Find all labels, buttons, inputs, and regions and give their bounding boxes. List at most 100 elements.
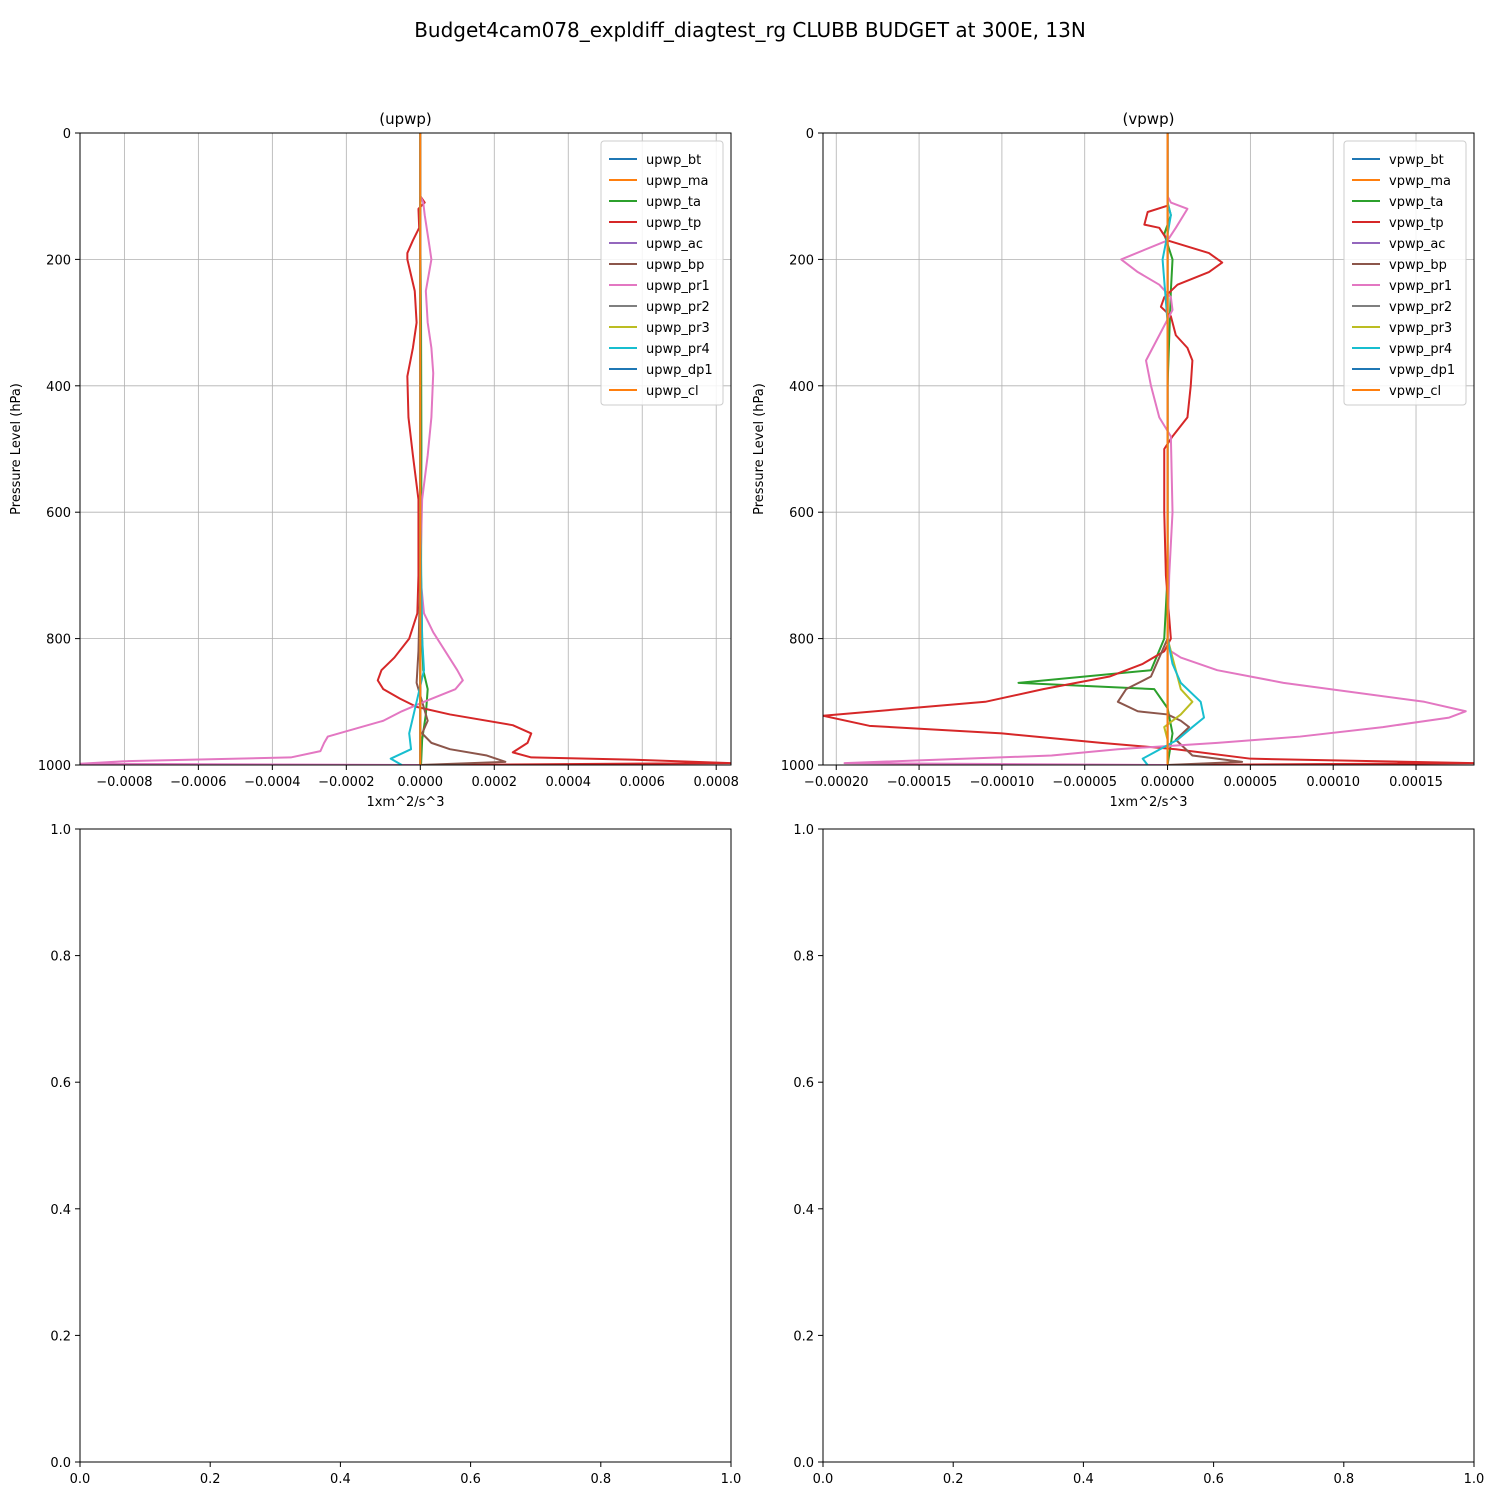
x-axis-label: 1xm^2/s^3 xyxy=(366,795,444,810)
panel-title: (upwp) xyxy=(379,110,432,128)
series-line-vpwp_pr4 xyxy=(1141,133,1205,765)
x-tick-label: 0.00015 xyxy=(1389,775,1443,790)
y-tick-label: 400 xyxy=(789,380,814,395)
y-tick-label: 200 xyxy=(789,253,814,268)
y-tick-label: 0.2 xyxy=(793,1329,814,1344)
y-tick-label: 400 xyxy=(46,380,71,395)
legend-entry: vpwp_pr3 xyxy=(1389,321,1452,336)
x-tick-label: −0.00010 xyxy=(970,775,1035,790)
x-axis-label: 1xm^2/s^3 xyxy=(1109,795,1187,810)
axes-frame xyxy=(822,132,1475,766)
y-tick-label: 800 xyxy=(789,633,814,648)
y-tick-label: 0.4 xyxy=(50,1203,71,1218)
x-tick-label: −0.0008 xyxy=(96,775,152,790)
x-tick-label: −0.00015 xyxy=(887,775,952,790)
series-group xyxy=(823,133,1474,765)
legend-entry: vpwp_pr1 xyxy=(1389,279,1452,294)
panel-title: (vpwp) xyxy=(1123,110,1175,128)
x-tick-label: 1.0 xyxy=(721,1472,742,1487)
y-tick-label: 600 xyxy=(789,506,814,521)
series-line-upwp_pr1 xyxy=(80,133,464,765)
y-tick-label: 600 xyxy=(46,506,71,521)
x-tick-label: 0.0000 xyxy=(398,775,444,790)
y-tick-label: 1.0 xyxy=(50,823,71,838)
y-tick-label: 1000 xyxy=(781,759,814,774)
legend-entry: vpwp_ac xyxy=(1389,237,1445,252)
legend-entry: vpwp_dp1 xyxy=(1389,363,1455,378)
x-tick-label: 0.0004 xyxy=(546,775,592,790)
legend-entry: upwp_pr1 xyxy=(646,279,710,294)
x-tick-label: 0.0 xyxy=(70,1472,91,1487)
legend-entry: upwp_bt xyxy=(646,153,701,168)
legend-box xyxy=(1343,140,1467,406)
x-tick-label: 0.6 xyxy=(1203,1472,1224,1487)
x-tick-label: 0.00010 xyxy=(1306,775,1360,790)
y-tick-label: 0.0 xyxy=(50,1456,71,1471)
axes-frame xyxy=(79,828,732,1463)
series-group xyxy=(80,133,731,765)
legend-entry: upwp_pr4 xyxy=(646,342,710,357)
legend-entry: upwp_cl xyxy=(646,384,699,399)
x-tick-label: −0.0004 xyxy=(244,775,300,790)
y-tick-label: 800 xyxy=(46,633,71,648)
x-tick-label: −0.00020 xyxy=(804,775,869,790)
series-line-vpwp_bp xyxy=(1116,133,1244,765)
x-tick-label: −0.00005 xyxy=(1052,775,1117,790)
series-line-vpwp_ta xyxy=(1017,133,1174,765)
chart-panel-3: 0.0 0.2 0.4 0.6 0.8 1.0 0.0 0.2 0.4 0.6 0.8 1.0 xyxy=(50,823,741,1487)
x-tick-label: 0.6 xyxy=(460,1472,481,1487)
legend-entry: vpwp_pr4 xyxy=(1389,342,1452,357)
x-tick-label: 0.0008 xyxy=(693,775,739,790)
y-tick-label: 1000 xyxy=(38,759,71,774)
y-tick-label: 0.6 xyxy=(50,1076,71,1091)
chart-panel-1: −0.0008 −0.0006 −0.0004 −0.0002 0.0000 0.0002… xyxy=(9,110,739,810)
y-tick-label: 0.8 xyxy=(50,950,71,965)
x-tick-label: 0.4 xyxy=(1073,1472,1094,1487)
y-tick-label: 0.6 xyxy=(793,1076,814,1091)
x-tick-label: 0.2 xyxy=(200,1472,221,1487)
x-tick-label: 0.0 xyxy=(813,1472,834,1487)
legend-entry: upwp_ma xyxy=(646,174,709,189)
legend-entry: vpwp_bt xyxy=(1389,153,1444,168)
y-tick-label: 0.2 xyxy=(50,1329,71,1344)
legend: upwp_bt upwp_ma upwp_ta upwp_tp upwp_ac upwp_… xyxy=(600,140,724,406)
series-line-vpwp_pr1 xyxy=(843,133,1467,765)
y-axis-label: Pressure Level (hPa) xyxy=(752,383,767,515)
y-tick-label: 200 xyxy=(46,253,71,268)
series-line-upwp_tp xyxy=(376,133,731,765)
chart-panel-2: −0.00020 −0.00015 −0.00010 −0.00005 0.00000 0… xyxy=(752,110,1475,810)
legend-entry: vpwp_pr2 xyxy=(1389,300,1452,315)
x-tick-label: 0.0006 xyxy=(619,775,665,790)
chart-panel-4: 0.0 0.2 0.4 0.6 0.8 1.0 0.0 0.2 0.4 0.6 0.8 1.0 xyxy=(793,823,1484,1487)
axes-frame xyxy=(79,132,732,766)
x-tick-label: 0.8 xyxy=(590,1472,611,1487)
y-tick-label: 1.0 xyxy=(793,823,814,838)
series-line-upwp_bp xyxy=(415,133,507,765)
legend: vpwp_bt vpwp_ma vpwp_ta vpwp_tp vpwp_ac vpwp_… xyxy=(1343,140,1467,406)
figure-title: Budget4cam078_expldiff_diagtest_rg CLUBB… xyxy=(414,18,1086,42)
legend-entry: upwp_dp1 xyxy=(646,363,713,378)
legend-entry: vpwp_bp xyxy=(1389,258,1447,273)
legend-entry: upwp_tp xyxy=(646,216,701,231)
y-tick-label: 0.0 xyxy=(793,1456,814,1471)
legend-entry: vpwp_ta xyxy=(1389,195,1443,210)
series-line-vpwp_tp xyxy=(823,133,1474,765)
y-tick-label: 0.4 xyxy=(793,1203,814,1218)
axes-frame xyxy=(822,828,1475,1463)
legend-entry: upwp_ta xyxy=(646,195,701,210)
legend-entry: upwp_pr3 xyxy=(646,321,710,336)
x-tick-label: −0.0006 xyxy=(170,775,226,790)
x-tick-label: 0.8 xyxy=(1333,1472,1354,1487)
x-tick-label: 0.0002 xyxy=(472,775,518,790)
x-tick-label: 0.00005 xyxy=(1223,775,1277,790)
legend-entry: upwp_bp xyxy=(646,258,704,273)
x-tick-label: 0.4 xyxy=(330,1472,351,1487)
x-tick-label: 0.00000 xyxy=(1141,775,1195,790)
y-tick-label: 0.8 xyxy=(793,950,814,965)
x-tick-label: −0.0002 xyxy=(318,775,374,790)
x-tick-label: 0.2 xyxy=(943,1472,964,1487)
y-tick-label: 0 xyxy=(806,127,814,142)
x-tick-label: 1.0 xyxy=(1464,1472,1485,1487)
y-axis-label: Pressure Level (hPa) xyxy=(9,383,24,515)
